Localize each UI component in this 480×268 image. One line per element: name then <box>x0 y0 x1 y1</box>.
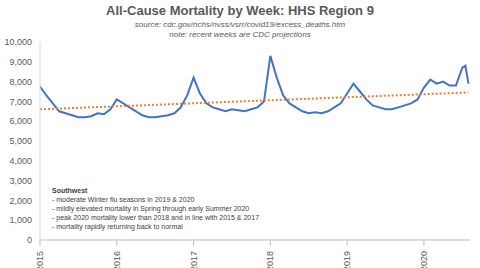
svg-text:7,000: 7,000 <box>9 97 32 107</box>
svg-text:2018: 2018 <box>265 251 275 268</box>
html-text:- peak 2020 mortality lower th: - peak 2020 mortality lower than 2018 an… <box>52 214 259 221</box>
html-text:- moderate Winter flu seasons: - moderate Winter flu seasons in 2019 & … <box>52 196 195 203</box>
svg-text:1,000: 1,000 <box>9 215 32 225</box>
html-text:All-Cause Mortality by Week: H: All-Cause Mortality by Week: HHS Region … <box>106 3 374 18</box>
html-text:- mortality rapidly returning: - mortality rapidly returning back to no… <box>52 223 183 230</box>
svg-text:2020: 2020 <box>419 251 429 268</box>
svg-text:2,000: 2,000 <box>9 196 32 206</box>
html-text:source: cdc.gov/nchs/nvss/vsrr: source: cdc.gov/nchs/nvss/vsrr/covid19/e… <box>134 20 346 29</box>
svg-text:2017: 2017 <box>189 251 199 268</box>
svg-text:2015: 2015 <box>35 251 45 268</box>
svg-text:0: 0 <box>27 235 32 245</box>
html-text:Southwest: Southwest <box>52 187 88 194</box>
svg-text:4,000: 4,000 <box>9 156 32 166</box>
html-text:note: recent weeks are CDC pro: note: recent weeks are CDC projections <box>169 30 311 39</box>
svg-text:10,000: 10,000 <box>8 37 32 47</box>
svg-text:9,000: 9,000 <box>9 57 32 67</box>
svg-text:6,000: 6,000 <box>9 116 32 126</box>
svg-text:8,000: 8,000 <box>9 77 32 87</box>
svg-text:2016: 2016 <box>112 251 122 268</box>
svg-text:5,000: 5,000 <box>9 136 32 146</box>
svg-text:3,000: 3,000 <box>9 176 32 186</box>
svg-text:2019: 2019 <box>342 251 352 268</box>
html-text:- mildly elevated mortality in: - mildly elevated mortality in Spring th… <box>52 205 250 212</box>
